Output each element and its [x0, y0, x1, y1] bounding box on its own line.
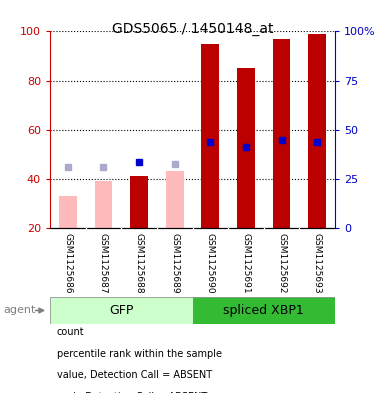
Bar — [95, 181, 112, 228]
Text: GSM1125690: GSM1125690 — [206, 233, 215, 294]
Bar — [130, 176, 148, 228]
Text: GSM1125686: GSM1125686 — [64, 233, 72, 294]
Bar — [130, 176, 148, 228]
Text: percentile rank within the sample: percentile rank within the sample — [57, 349, 222, 359]
Bar — [273, 39, 290, 228]
Text: GFP: GFP — [109, 304, 134, 317]
Text: count: count — [57, 327, 84, 337]
Bar — [59, 196, 77, 228]
Bar — [192, 297, 335, 324]
Bar — [201, 44, 219, 228]
Text: value, Detection Call = ABSENT: value, Detection Call = ABSENT — [57, 370, 212, 380]
Text: rank, Detection Call = ABSENT: rank, Detection Call = ABSENT — [57, 392, 207, 393]
Text: GSM1125691: GSM1125691 — [241, 233, 250, 294]
Text: agent: agent — [4, 305, 36, 316]
Text: GSM1125687: GSM1125687 — [99, 233, 108, 294]
Text: GSM1125693: GSM1125693 — [313, 233, 321, 294]
Text: GDS5065 / 1450148_at: GDS5065 / 1450148_at — [112, 22, 273, 36]
Bar — [237, 68, 255, 228]
Bar — [308, 34, 326, 228]
Text: GSM1125689: GSM1125689 — [170, 233, 179, 294]
Text: spliced XBP1: spliced XBP1 — [223, 304, 304, 317]
Bar — [50, 297, 192, 324]
Text: GSM1125692: GSM1125692 — [277, 233, 286, 294]
Text: GSM1125688: GSM1125688 — [135, 233, 144, 294]
Bar — [166, 171, 184, 228]
